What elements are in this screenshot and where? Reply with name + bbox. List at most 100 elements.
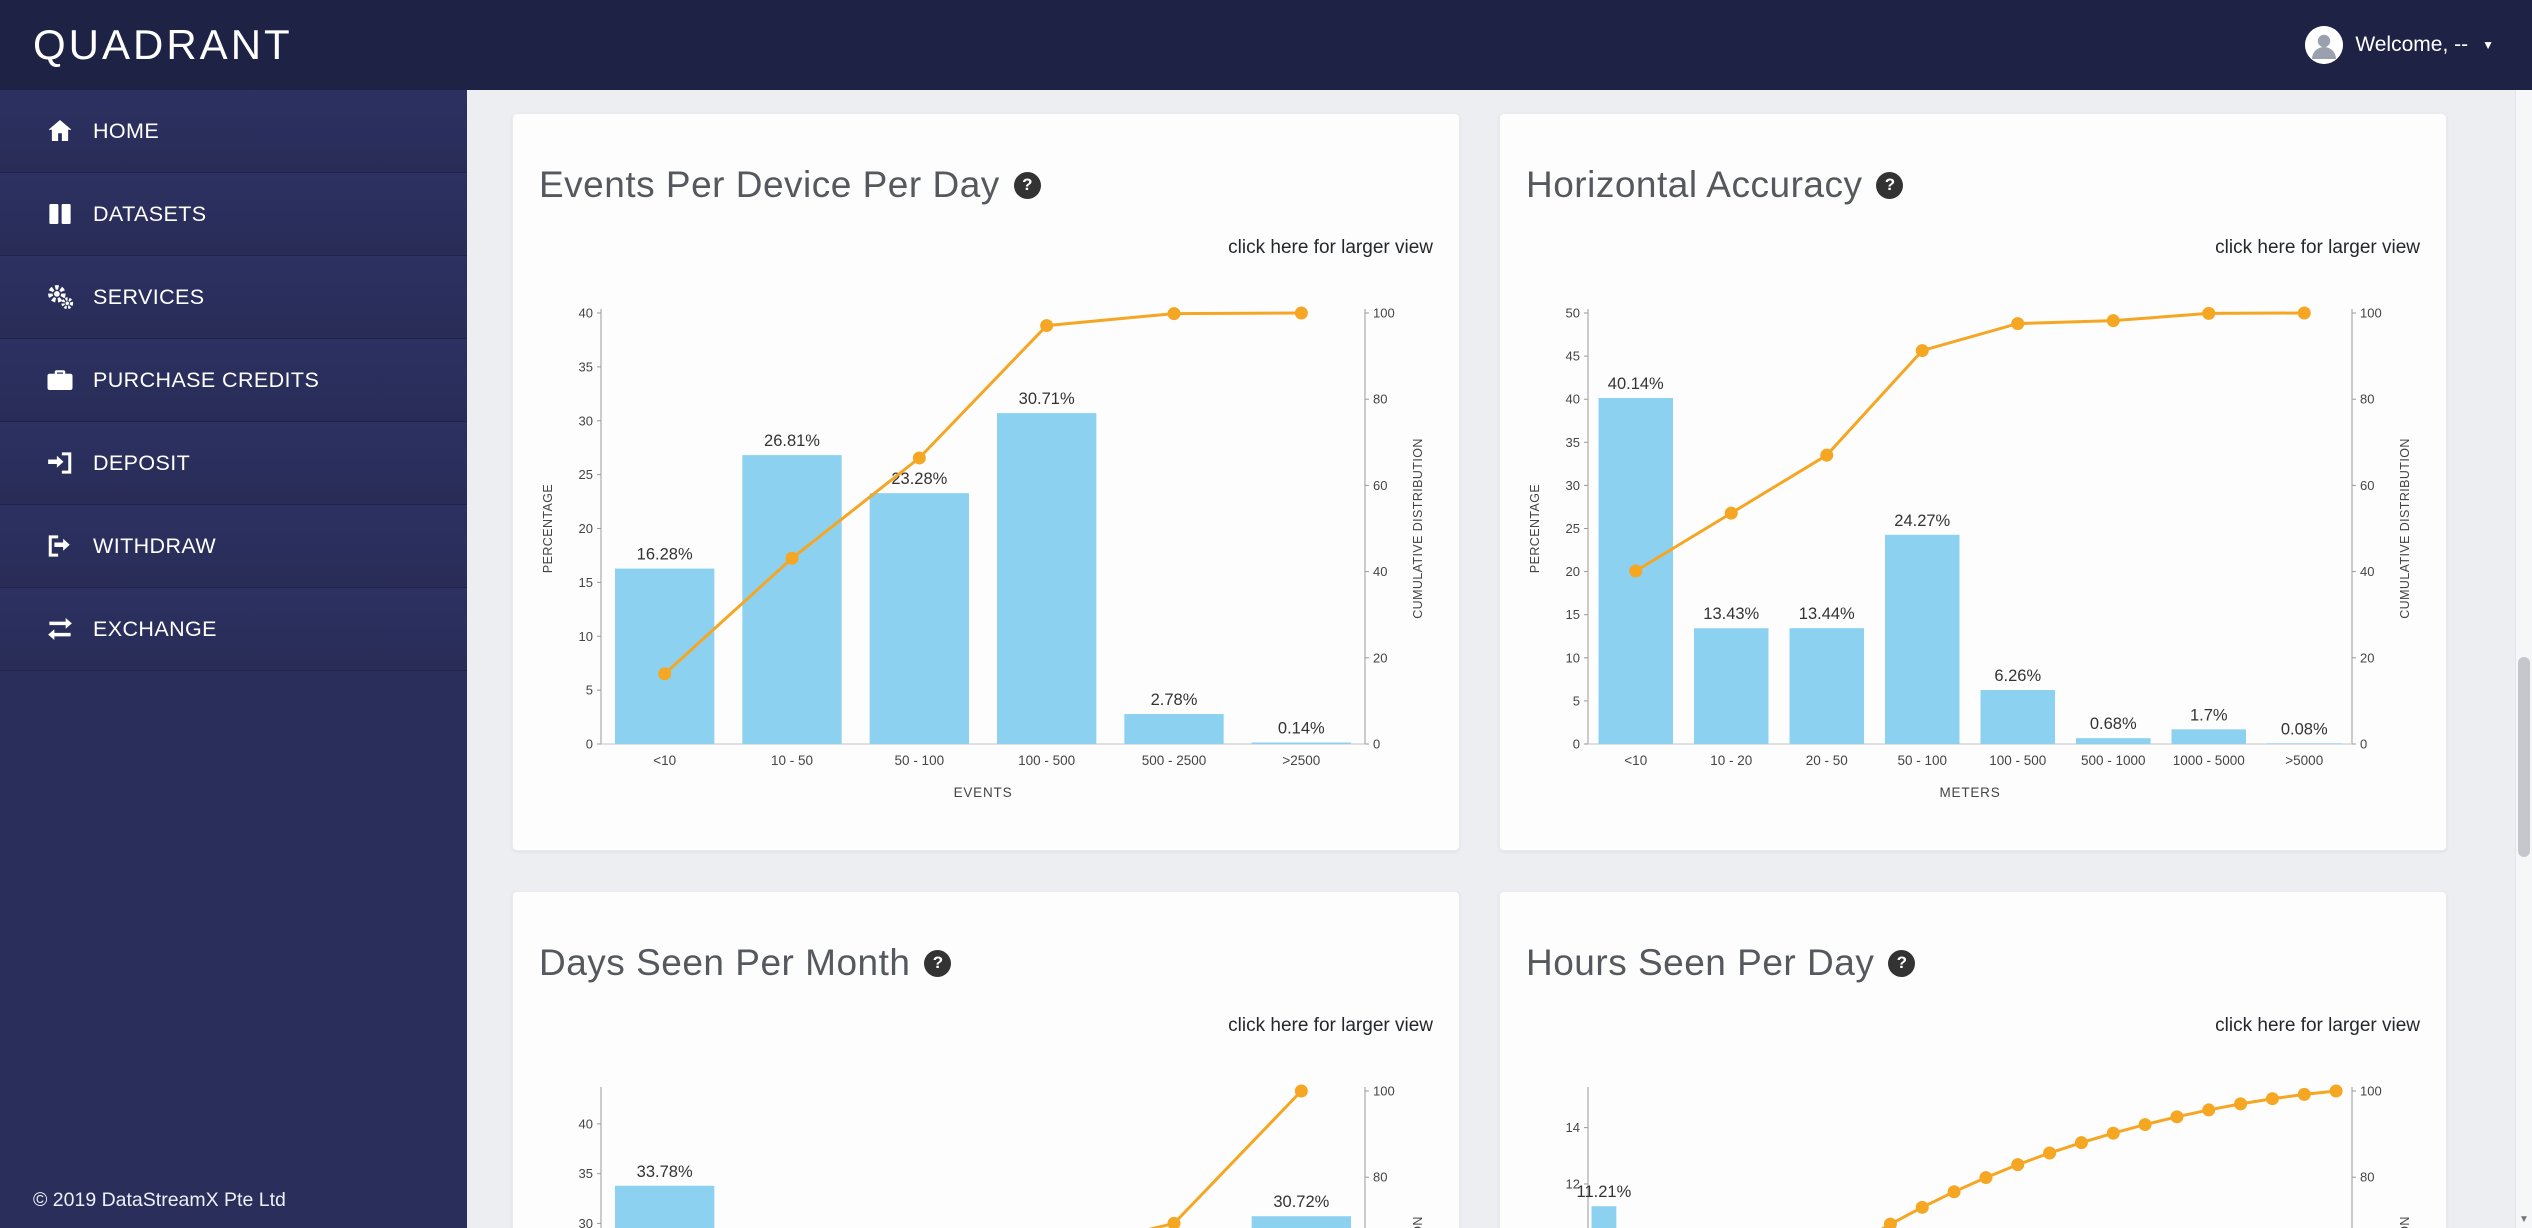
larger-view-link[interactable]: click here for larger view [1228, 237, 1433, 258]
svg-text:PERCENTAGE: PERCENTAGE [1528, 484, 1542, 573]
svg-text:60: 60 [2360, 478, 2374, 493]
svg-text:13.44%: 13.44% [1799, 605, 1855, 623]
content-area: Events Per Device Per Day ? click here f… [467, 90, 2532, 1228]
datasets-icon [49, 204, 71, 224]
sidebar-item-withdraw[interactable]: WITHDRAW [0, 505, 467, 588]
chart-card-hours-seen: Hours Seen Per Day ? click here for larg… [1499, 891, 2447, 1228]
sidebar-item-exchange[interactable]: EXCHANGE [0, 588, 467, 671]
briefcase-icon [47, 370, 73, 390]
svg-text:40: 40 [1373, 564, 1387, 579]
svg-text:<10: <10 [653, 753, 676, 768]
svg-text:40: 40 [579, 1116, 593, 1131]
svg-text:0.14%: 0.14% [1278, 719, 1325, 737]
avatar [2305, 26, 2344, 64]
sidebar-item-services[interactable]: SERVICES [0, 256, 467, 339]
svg-text:6.26%: 6.26% [1994, 667, 2041, 685]
card-title: Events Per Device Per Day [539, 164, 1000, 205]
cards-grid: Events Per Device Per Day ? click here f… [467, 90, 2532, 1228]
sidebar-item-datasets[interactable]: DATASETS [0, 173, 467, 256]
svg-text:11.21%: 11.21% [1577, 1183, 1632, 1201]
svg-text:15: 15 [1566, 607, 1580, 622]
svg-text:CUMULATIVE DISTRIBUTION: CUMULATIVE DISTRIBUTION [2398, 438, 2412, 619]
svg-text:500 - 1000: 500 - 1000 [2081, 753, 2146, 768]
svg-text:50: 50 [1566, 306, 1580, 321]
svg-text:>5000: >5000 [2285, 753, 2323, 768]
svg-text:100: 100 [1373, 1084, 1395, 1099]
help-icon[interactable]: ? [1876, 171, 1904, 199]
svg-text:0: 0 [1373, 737, 1380, 752]
sidebar-item-label: EXCHANGE [93, 616, 217, 641]
svg-text:0: 0 [2360, 737, 2367, 752]
svg-text:23.28%: 23.28% [891, 470, 947, 488]
chart-card-horizontal-accuracy: Horizontal Accuracy ? click here for lar… [1499, 113, 2447, 851]
larger-view-link[interactable]: click here for larger view [2215, 237, 2420, 258]
svg-text:20: 20 [2360, 650, 2374, 665]
brand-logo[interactable]: QUADRANT [33, 21, 293, 68]
svg-text:20: 20 [579, 521, 593, 536]
svg-text:24.27%: 24.27% [1894, 512, 1950, 530]
help-icon[interactable]: ? [924, 949, 952, 977]
pareto-chart-events: 0 5 10 15 20 25 30 35 40 0 20 40 60 80 100 16.28% 26.81%… [541, 306, 1425, 801]
svg-text:35: 35 [579, 1166, 593, 1181]
svg-text:20: 20 [1566, 564, 1580, 579]
svg-text:40.14%: 40.14% [1608, 375, 1664, 393]
svg-text:30.72%: 30.72% [1273, 1193, 1329, 1211]
svg-text:40: 40 [2360, 564, 2374, 579]
svg-text:0.68%: 0.68% [2090, 715, 2137, 733]
help-icon[interactable]: ? [1888, 949, 1916, 977]
svg-text:0: 0 [586, 737, 593, 752]
scroll-down-icon[interactable]: ▼ [2519, 1213, 2529, 1225]
svg-text:EVENTS: EVENTS [954, 785, 1013, 800]
sidebar-item-home[interactable]: HOME [0, 90, 467, 173]
services-icon [48, 285, 74, 310]
scrollbar-thumb[interactable] [2518, 657, 2530, 857]
svg-text:15: 15 [579, 575, 593, 590]
svg-text:1.7%: 1.7% [2190, 706, 2228, 724]
help-icon[interactable]: ? [1013, 171, 1041, 199]
svg-text:>2500: >2500 [1282, 753, 1320, 768]
svg-text:30.71%: 30.71% [1019, 390, 1075, 408]
sidebar-item-label: DATASETS [93, 201, 207, 226]
svg-text:60: 60 [1373, 478, 1387, 493]
svg-text:5: 5 [586, 683, 593, 698]
sidebar-item-label: DEPOSIT [93, 450, 191, 475]
sidebar-item-purchase-credits[interactable]: PURCHASE CREDITS [0, 339, 467, 422]
svg-text:CUMULATIVE DISTRIBUTION: CUMULATIVE DISTRIBUTION [1411, 438, 1425, 619]
svg-text:16.28%: 16.28% [637, 546, 693, 564]
svg-text:12: 12 [1566, 1176, 1580, 1191]
svg-text:CUMULATIVE DISTRIBUTION: CUMULATIVE DISTRIBUTION [2398, 1216, 2412, 1228]
svg-text:33.78%: 33.78% [637, 1163, 693, 1181]
sign-out-icon [48, 535, 70, 557]
svg-text:80: 80 [1373, 1170, 1387, 1185]
card-title: Days Seen Per Month [539, 942, 911, 983]
svg-text:10 - 50: 10 - 50 [771, 753, 813, 768]
svg-text:2.78%: 2.78% [1151, 691, 1198, 709]
svg-text:80: 80 [1373, 392, 1387, 407]
exchange-icon [48, 618, 72, 640]
sidebar-item-label: PURCHASE CREDITS [93, 367, 320, 392]
sign-in-icon [48, 452, 72, 474]
svg-text:5: 5 [1573, 693, 1580, 708]
sidebar-item-label: SERVICES [93, 284, 205, 309]
svg-text:25: 25 [1566, 521, 1580, 536]
svg-text:100: 100 [2360, 306, 2382, 321]
svg-text:0: 0 [1573, 737, 1580, 752]
sidebar-item-deposit[interactable]: DEPOSIT [0, 422, 467, 505]
chart-card-events-per-device: Events Per Device Per Day ? click here f… [512, 113, 1460, 851]
svg-text:100: 100 [2360, 1084, 2382, 1099]
home-icon [48, 120, 72, 141]
chart-card-days-seen: Days Seen Per Month ? click here for lar… [512, 891, 1460, 1228]
svg-text:METERS: METERS [1939, 785, 2000, 800]
sidebar-item-label: WITHDRAW [93, 533, 217, 558]
svg-text:1000 - 5000: 1000 - 5000 [2173, 753, 2245, 768]
user-menu[interactable]: Welcome, -- ▼ [2305, 26, 2494, 64]
svg-text:<10: <10 [1624, 753, 1647, 768]
scrollbar[interactable]: ▼ [2515, 90, 2532, 1228]
larger-view-link[interactable]: click here for larger view [1228, 1015, 1433, 1036]
larger-view-link[interactable]: click here for larger view [2215, 1015, 2420, 1036]
sidebar-item-label: HOME [93, 118, 160, 143]
svg-text:20 - 50: 20 - 50 [1806, 753, 1848, 768]
card-title: Horizontal Accuracy [1526, 164, 1863, 205]
svg-text:26.81%: 26.81% [764, 432, 820, 450]
svg-text:100 - 500: 100 - 500 [1018, 753, 1075, 768]
